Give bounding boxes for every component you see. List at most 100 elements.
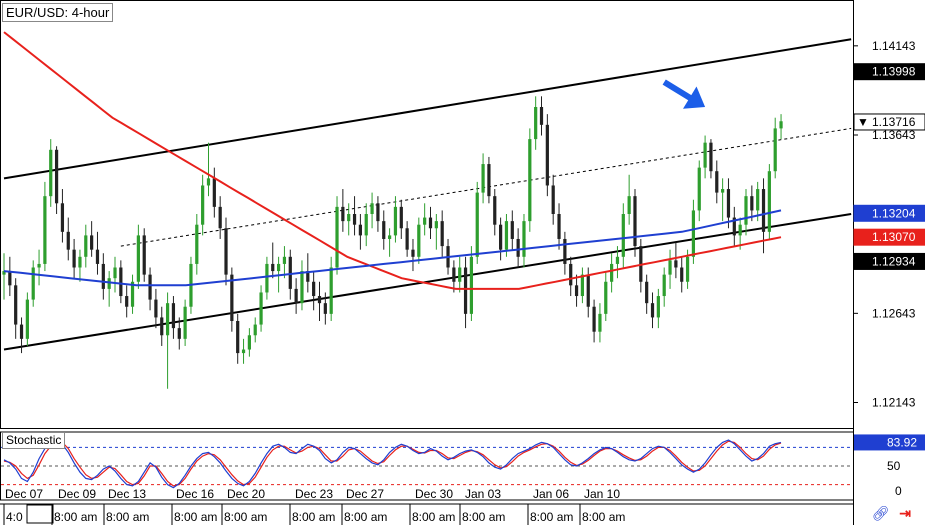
candle-body (405, 228, 409, 250)
candle-body (95, 249, 100, 264)
candle-body (224, 228, 228, 275)
candle-body (726, 189, 731, 218)
x-time-label: 8:00 am (462, 510, 505, 524)
link-icon[interactable]: 🔗︎ (871, 505, 890, 521)
stoch-k-line (3, 439, 782, 489)
x-time-label: 8:00 am (530, 510, 573, 524)
candle-body (761, 189, 766, 232)
price-labels: 1.13998 ▼ 1.13716 1.13204 1.13070 1.12934 (853, 63, 925, 270)
candle-body (335, 206, 339, 268)
price-label-text: 1.13204 (872, 206, 916, 220)
candle-body (78, 256, 82, 268)
candle-body (703, 142, 707, 168)
candle-body (569, 263, 573, 286)
candle-body (604, 281, 608, 314)
candle-body (610, 263, 614, 282)
price-label-text: 1.13998 (872, 65, 916, 79)
candle-body (201, 185, 205, 225)
x-date-label: Jan 06 (533, 487, 569, 501)
candle-body (399, 206, 403, 229)
sma-red-line (3, 31, 782, 290)
candle-body (25, 299, 29, 339)
candle-body (721, 189, 725, 193)
sma-blue-line (3, 209, 782, 287)
candle-body (563, 238, 567, 264)
x-date-label: Dec 07 (5, 487, 43, 501)
candle-body (685, 256, 690, 282)
x-time-label: 8:00 am (174, 510, 217, 524)
candle-body (253, 324, 257, 336)
candle-body (674, 260, 678, 268)
candle-body (779, 121, 783, 129)
candle-body (387, 235, 392, 239)
candle-body (709, 142, 713, 172)
candle-body (364, 214, 368, 236)
candle-body (592, 306, 596, 332)
stoch-value-box (854, 434, 925, 451)
candle-body (241, 349, 246, 354)
candle-body (160, 317, 164, 336)
x-time-label: 8:00 am (582, 510, 625, 524)
x-time-label: 8:00 am (344, 510, 387, 524)
chart-title: EUR/USD: 4-hour (2, 3, 114, 22)
candle-body (417, 224, 421, 257)
candle-body (732, 217, 736, 236)
x-date-label: Dec 09 (58, 487, 96, 501)
candle-body (680, 267, 684, 282)
candle-body (206, 178, 211, 186)
candle-body (376, 203, 380, 222)
footer-icons: 🔗︎ ⇥ (866, 505, 911, 522)
candle-body (312, 281, 316, 297)
candlesticks (2, 96, 783, 389)
candle-body (481, 164, 485, 193)
candle-body (72, 249, 76, 268)
candle-body (142, 235, 146, 275)
candle-body (259, 292, 263, 325)
candle-body (306, 271, 310, 282)
candle-body (54, 149, 59, 204)
arrow-right-icon[interactable]: ⇥ (899, 505, 911, 521)
candle-body (539, 107, 544, 125)
x-date-label: Dec 27 (346, 487, 384, 501)
candle-body (177, 328, 181, 339)
candle-body (557, 214, 561, 239)
x-date-label: Jan 03 (465, 487, 501, 501)
candle-body (8, 271, 12, 286)
stoch-value-text: 83.92 (887, 435, 917, 449)
moving-averages (3, 31, 782, 290)
direction-arrow (662, 79, 706, 109)
y-tick-label: 1.13643 (872, 128, 916, 142)
candle-body (37, 263, 41, 268)
candle-body (744, 196, 748, 225)
candle-body (294, 288, 298, 304)
candle-body (347, 214, 351, 222)
candle-body (645, 281, 649, 304)
candle-body (715, 171, 719, 193)
candle-body (329, 267, 333, 314)
candle-body (458, 267, 462, 282)
candle-body (428, 217, 433, 229)
candle-body (370, 203, 374, 214)
candle-body (66, 231, 70, 250)
candle-body (738, 224, 742, 236)
x-date-label: Dec 13 (108, 487, 146, 501)
candle-body (756, 189, 760, 211)
x-date-label: Dec 23 (295, 487, 333, 501)
candle-body (2, 271, 6, 275)
candle-body (49, 149, 53, 197)
candle-body (574, 285, 579, 297)
candle-body (101, 263, 105, 289)
candle-body (534, 107, 538, 140)
candle-body (767, 171, 771, 232)
price-label-text: 1.13070 (872, 230, 916, 244)
candle-body (212, 178, 216, 207)
x-time-label: 8:00 am (292, 510, 335, 524)
candle-body (545, 124, 549, 186)
x-time-label: 8:00 am (224, 510, 267, 524)
stoch-level-0-label: 0 (895, 484, 902, 498)
candle-body (136, 235, 140, 282)
price-label-box (853, 204, 925, 222)
candle-body (60, 203, 65, 232)
price-label-box (853, 228, 925, 246)
